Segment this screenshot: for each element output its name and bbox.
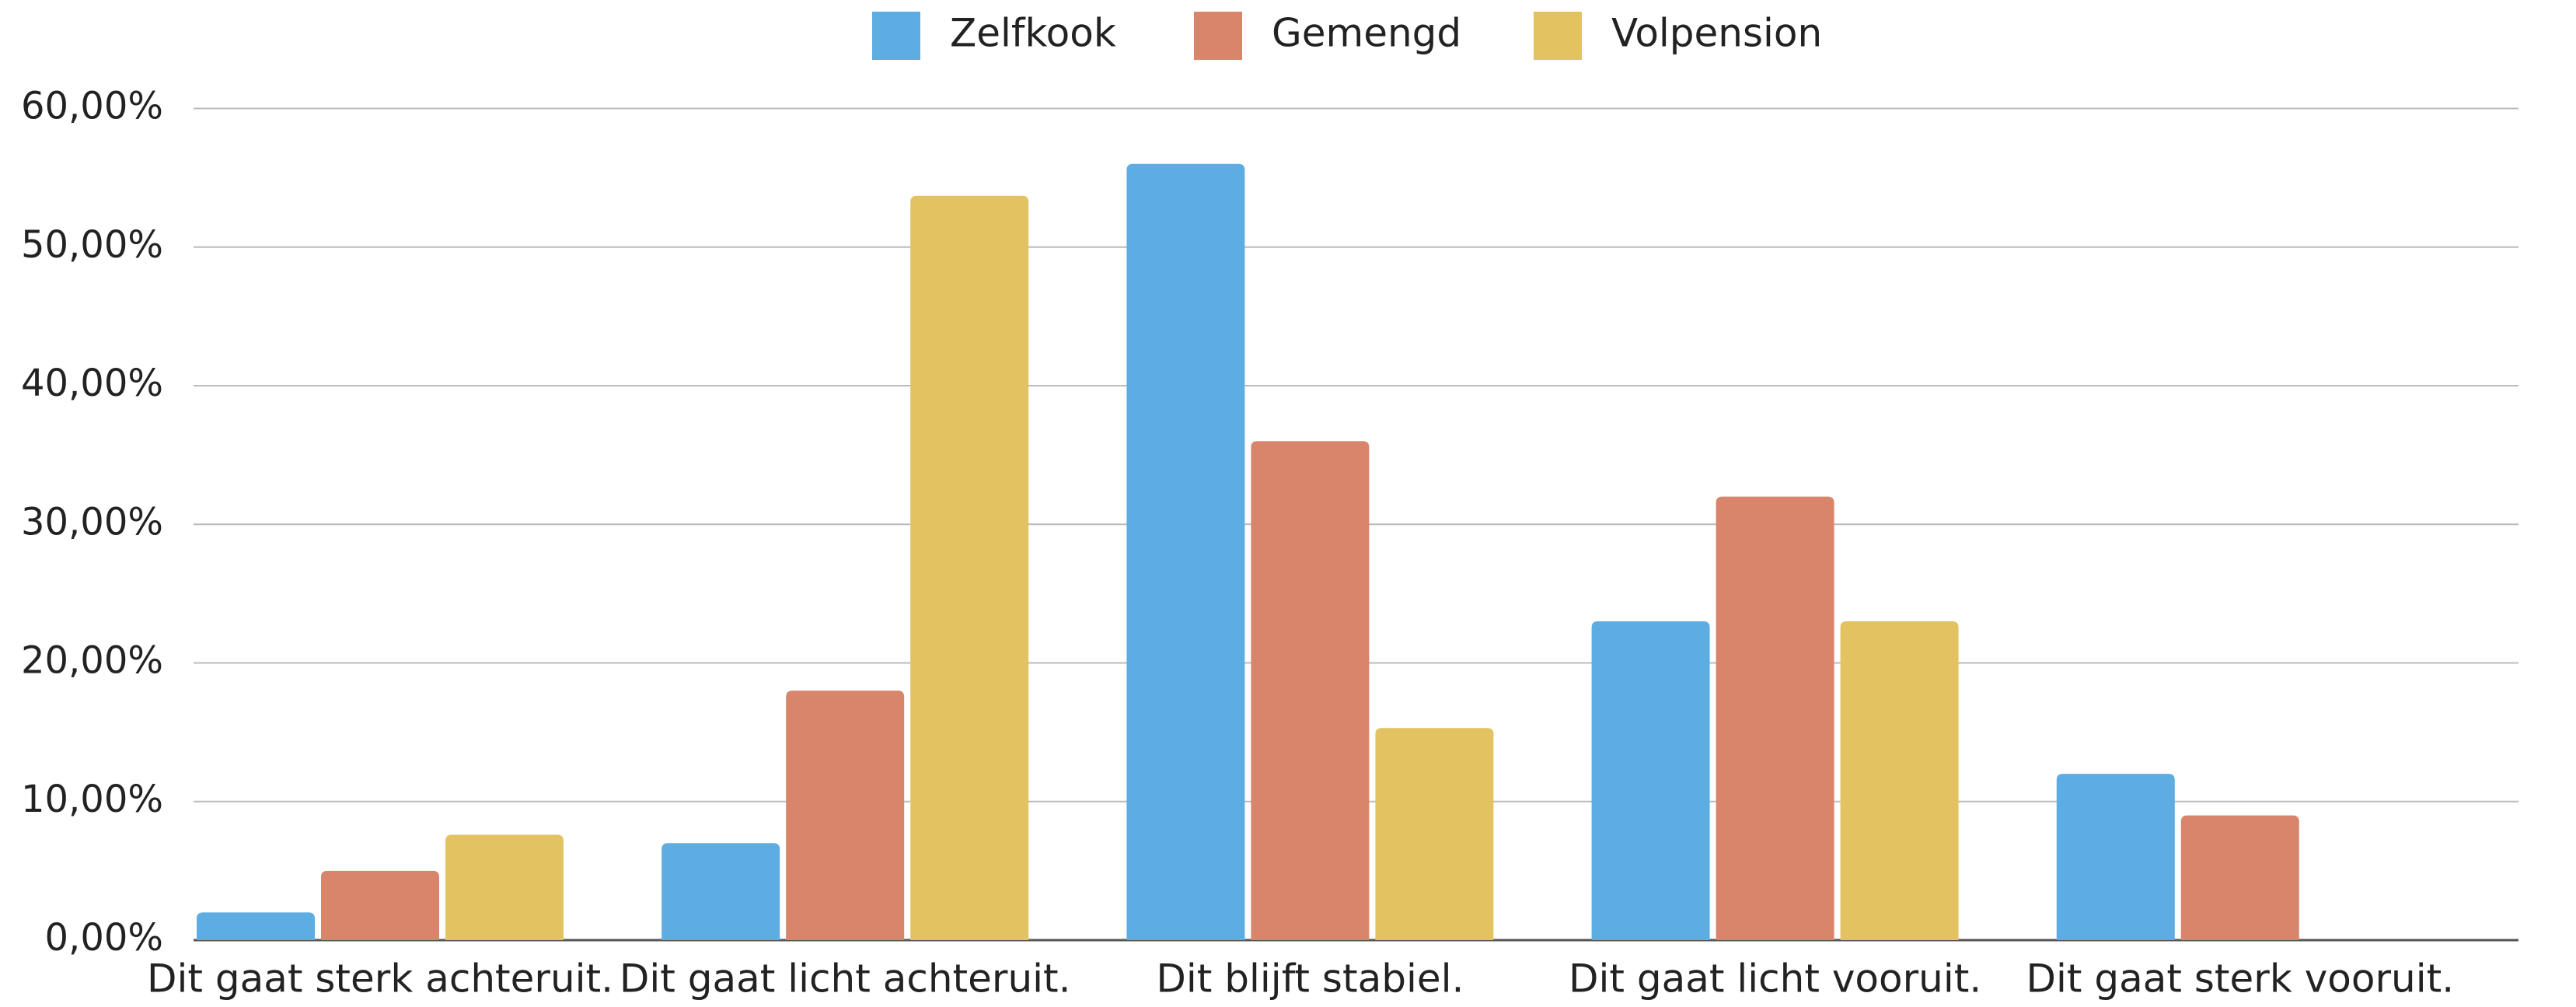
y-tick-label: 0,00% bbox=[45, 916, 163, 960]
legend-label: Zelfkook bbox=[950, 11, 1116, 56]
bar bbox=[1591, 621, 1710, 940]
bar bbox=[2180, 815, 2299, 940]
bar bbox=[321, 870, 439, 940]
x-tick-label: Dit gaat licht vooruit. bbox=[1569, 956, 1981, 1002]
bar bbox=[1840, 621, 1959, 940]
y-tick-label: 20,00% bbox=[21, 639, 163, 683]
bar bbox=[2056, 774, 2175, 940]
x-tick-label: Dit gaat licht achteruit. bbox=[620, 956, 1071, 1002]
y-tick-label: 40,00% bbox=[21, 362, 163, 405]
x-tick-label: Dit blijft stabiel. bbox=[1156, 956, 1464, 1002]
y-tick-label: 10,00% bbox=[21, 778, 163, 821]
legend-swatch bbox=[1534, 12, 1582, 60]
bar bbox=[445, 834, 564, 940]
bar bbox=[661, 843, 780, 940]
legend-label: Gemengd bbox=[1272, 11, 1461, 56]
x-tick-label: Dit gaat sterk vooruit. bbox=[2026, 956, 2454, 1002]
bar bbox=[786, 691, 905, 940]
bar bbox=[910, 195, 1029, 941]
legend-swatch bbox=[1194, 12, 1242, 60]
legend-label: Volpension bbox=[1611, 11, 1822, 56]
bar bbox=[1716, 496, 1834, 940]
bar bbox=[197, 912, 315, 940]
y-tick-label: 30,00% bbox=[21, 500, 163, 544]
bar bbox=[1126, 163, 1245, 941]
bar bbox=[1251, 441, 1370, 940]
legend-swatch bbox=[872, 12, 920, 60]
y-tick-label: 60,00% bbox=[21, 85, 163, 128]
y-tick-label: 50,00% bbox=[21, 223, 163, 267]
bar bbox=[1375, 728, 1494, 940]
x-tick-label: Dit gaat sterk achteruit. bbox=[147, 956, 613, 1002]
